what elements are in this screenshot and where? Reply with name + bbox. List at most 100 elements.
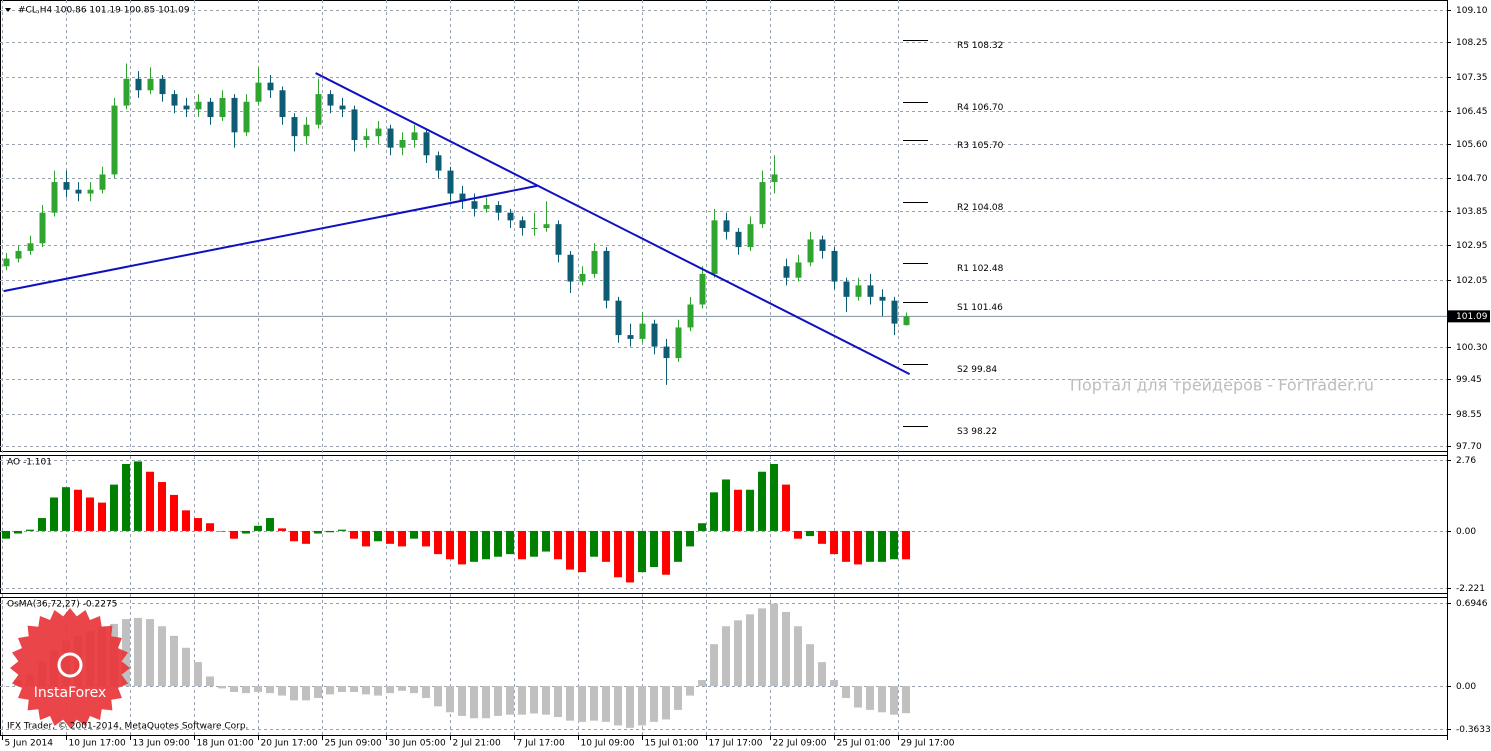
watermark: Портал для трейдеров - ForTrader.ru: [1070, 376, 1374, 395]
histogram-bar: [98, 502, 107, 531]
histogram-bar: [674, 530, 683, 562]
histogram-bar: [722, 626, 731, 687]
histogram-bar: [278, 528, 287, 531]
candle-body: [195, 101, 202, 110]
histogram-bar: [266, 518, 275, 531]
indicator-title: AO -1.101: [7, 458, 52, 468]
histogram-bar: [86, 497, 95, 531]
candle-body: [315, 94, 322, 125]
logo-icon: [57, 652, 83, 678]
candle-body: [843, 281, 850, 297]
histogram-bar: [590, 686, 599, 721]
histogram-bar: [518, 530, 527, 560]
histogram-bar: [554, 530, 563, 560]
histogram-bar: [806, 644, 815, 687]
histogram-bar: [698, 680, 707, 687]
x-tick-label: 25 Jun 09:00: [325, 739, 382, 749]
candle-body: [879, 296, 886, 301]
pivot-label: R1 102.48: [957, 264, 1004, 274]
candle-body: [51, 182, 58, 213]
histogram-bar: [218, 530, 227, 532]
y-tick-label: 106.45: [1456, 107, 1488, 117]
histogram-bar: [830, 680, 839, 687]
histogram-bar: [266, 686, 275, 694]
histogram-bar: [854, 686, 863, 708]
histogram-bar: [542, 530, 551, 552]
candle-body: [519, 220, 526, 228]
candle-body: [159, 78, 166, 95]
candle-body: [567, 254, 574, 282]
x-tick-label: 20 Jun 17:00: [261, 739, 318, 749]
histogram-bar: [158, 482, 167, 531]
candle-body: [447, 170, 454, 194]
y-tick-label: 107.35: [1456, 73, 1488, 83]
candle-body: [495, 205, 502, 213]
histogram-bar: [206, 676, 215, 687]
candle-body: [747, 224, 754, 248]
candle-body: [687, 304, 694, 328]
histogram-bar: [578, 530, 587, 573]
histogram-bar: [746, 614, 755, 687]
candle-body: [231, 97, 238, 133]
indicator-title: OsMA(36,72,27) -0.2275: [7, 600, 117, 610]
histogram-bar: [794, 626, 803, 687]
histogram-bar: [806, 530, 815, 537]
y-tick-label: 109.10: [1456, 6, 1488, 16]
histogram-bar: [566, 530, 575, 570]
candle-body: [807, 239, 814, 263]
histogram-bar: [494, 530, 503, 557]
histogram-bar: [470, 686, 479, 719]
x-tick-label: 15 Jul 01:00: [645, 739, 699, 749]
x-tick-label: 2 Jul 21:00: [453, 739, 502, 749]
candle-body: [903, 316, 910, 326]
candle-body: [99, 174, 106, 190]
histogram-bar: [458, 530, 467, 565]
candle-body: [3, 258, 10, 267]
histogram-bar: [818, 530, 827, 544]
histogram-bar: [434, 530, 443, 555]
candle-body: [735, 231, 742, 248]
histogram-bar: [362, 686, 371, 695]
histogram-bar: [686, 530, 695, 547]
pivot-label: R2 104.08: [957, 203, 1004, 213]
x-tick-label: 30 Jun 05:00: [389, 739, 446, 749]
candle-body: [363, 136, 370, 141]
copyright: IFX Trader, © 2001-2014, MetaQuotes Soft…: [7, 722, 248, 732]
candle-body: [543, 224, 550, 228]
candle-body: [579, 273, 586, 282]
histogram-bar: [566, 686, 575, 721]
histogram-bar: [902, 686, 911, 714]
histogram-bar: [122, 464, 131, 531]
histogram-bar: [278, 686, 287, 696]
y-tick-label: 100.30: [1456, 343, 1488, 353]
histogram-bar: [2, 686, 11, 687]
histogram-bar: [746, 489, 755, 531]
histogram-bar: [770, 464, 779, 531]
y-tick-label: 0.00: [1456, 682, 1476, 692]
candle-body: [183, 105, 190, 110]
histogram-bar: [290, 686, 299, 701]
price-tag-label: 101.09: [1456, 312, 1488, 322]
candle-body: [459, 193, 466, 202]
histogram-bar: [782, 611, 791, 687]
candle-body: [507, 212, 514, 221]
histogram-bar: [338, 529, 347, 531]
histogram-bar: [770, 603, 779, 687]
histogram-bar: [338, 686, 347, 692]
histogram-bar: [2, 530, 11, 539]
histogram-bar: [602, 530, 611, 562]
histogram-bar: [314, 530, 323, 534]
histogram-bar: [482, 530, 491, 560]
histogram-bar: [146, 471, 155, 531]
candle-body: [663, 346, 670, 359]
histogram-bar: [434, 686, 443, 707]
candle-body: [603, 250, 610, 301]
histogram-bar: [710, 492, 719, 531]
header-arrow: [5, 8, 11, 12]
x-tick-label: 13 Jun 09:00: [133, 739, 190, 749]
candle-body: [327, 94, 334, 106]
x-tick-label: 29 Jul 17:00: [901, 739, 955, 749]
histogram-bar: [110, 484, 119, 531]
candle-body: [219, 97, 226, 118]
pivot-label: R5 108.32: [957, 41, 1003, 51]
